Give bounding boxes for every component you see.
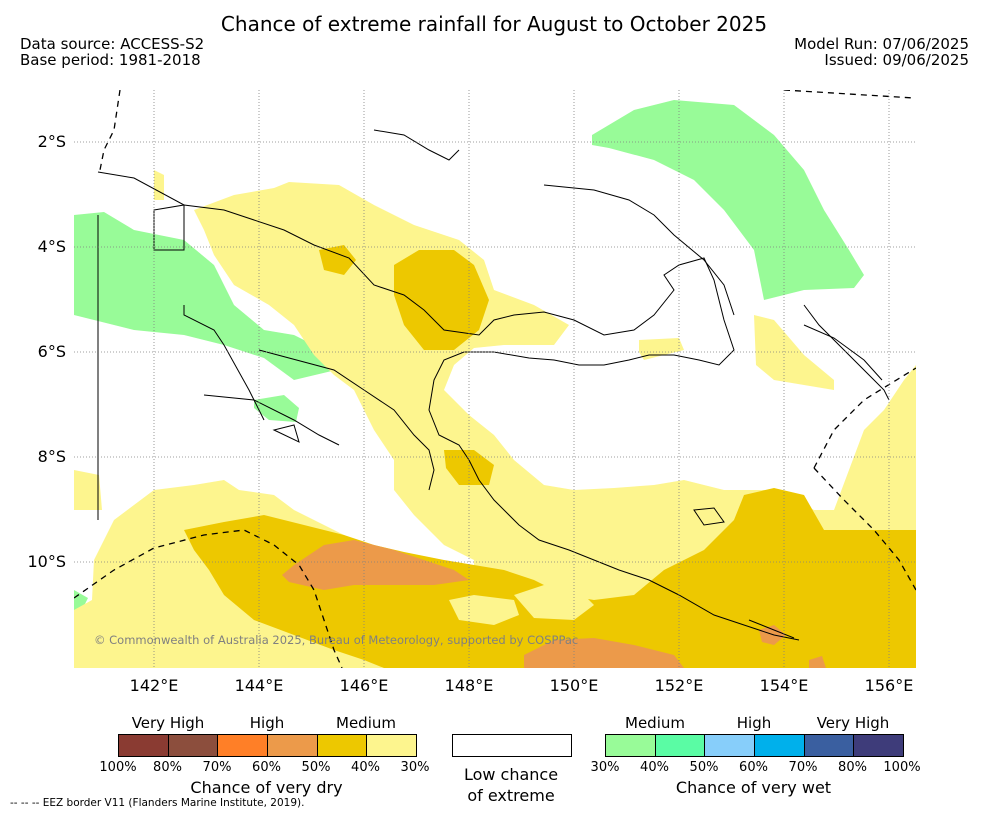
- wet-tick-6: 100%: [883, 760, 921, 775]
- lon-label-150e: 150°E: [549, 676, 599, 695]
- wet-tick-2: 50%: [689, 760, 719, 775]
- wet-swatch-1: [655, 735, 706, 756]
- low-chance-swatch: [452, 734, 572, 757]
- wet-tick-4: 70%: [788, 760, 818, 775]
- wet-regions: [74, 100, 864, 668]
- low-chance-caption: Low chance of extreme: [440, 764, 582, 806]
- source-info: Data source: ACCESS-S2 Base period: 1981…: [20, 36, 204, 68]
- lon-label-144e: 144°E: [234, 676, 284, 695]
- lat-label-6s: 6°S: [37, 342, 66, 361]
- low-chance-line2: of extreme: [467, 786, 555, 805]
- lon-label-156e: 156°E: [864, 676, 914, 695]
- run-info: Model Run: 07/06/2025 Issued: 09/06/2025: [794, 36, 969, 68]
- dry-tick-2: 70%: [202, 760, 232, 775]
- wet-swatch-2: [705, 735, 756, 756]
- lat-label-10s: 10°S: [27, 552, 66, 571]
- wet-tick-0: 30%: [590, 760, 620, 775]
- rainfall-map: [74, 90, 916, 668]
- model-run: Model Run: 07/06/2025: [794, 35, 969, 53]
- wet-cat-medium: Medium: [625, 714, 685, 732]
- data-source: Data source: ACCESS-S2: [20, 35, 205, 53]
- dry-swatch-1: [168, 735, 219, 756]
- eez-note: -- -- -- EEZ border V11 (Flanders Marine…: [10, 797, 305, 809]
- lat-label-2s: 2°S: [37, 132, 66, 151]
- dry-swatch-5: [367, 735, 417, 756]
- dry-cat-high: High: [249, 714, 285, 732]
- lon-label-146e: 146°E: [339, 676, 389, 695]
- dry-swatch-0: [119, 735, 169, 756]
- low-chance-line1: Low chance: [463, 765, 559, 784]
- eez-borders: [74, 90, 916, 668]
- dry-tick-1: 80%: [153, 760, 182, 775]
- lat-label-4s: 4°S: [37, 237, 66, 256]
- white-gaps: [449, 585, 594, 625]
- wet-tick-1: 40%: [640, 760, 669, 775]
- lon-label-154e: 154°E: [759, 676, 809, 695]
- wet-tick-3: 60%: [739, 760, 768, 775]
- lon-label-152e: 152°E: [654, 676, 704, 695]
- dry-tick-6: 30%: [400, 760, 430, 775]
- wet-tick-5: 80%: [838, 760, 867, 775]
- grid: [74, 90, 916, 668]
- wet-cat-very-high: Very High: [816, 714, 890, 732]
- lon-label-142e: 142°E: [129, 676, 179, 695]
- lon-label-148e: 148°E: [444, 676, 494, 695]
- dry-cat-very-high: Very High: [131, 714, 205, 732]
- dry-swatch-3: [268, 735, 318, 756]
- base-period: Base period: 1981-2018: [20, 51, 201, 69]
- wet-swatch-4: [804, 735, 855, 756]
- wet-swatch-5: [854, 735, 904, 756]
- dry-tick-3: 60%: [252, 760, 281, 775]
- dry-tick-5: 40%: [351, 760, 380, 775]
- copyright-notice: © Commonwealth of Australia 2025, Bureau…: [94, 633, 579, 647]
- dry-caption: Chance of very dry: [190, 778, 343, 797]
- issued-date: Issued: 09/06/2025: [824, 51, 969, 69]
- dry-swatch-4: [317, 735, 368, 756]
- wet-colorbar: [605, 734, 904, 757]
- medium-dry-regions: [184, 245, 916, 668]
- wet-cat-high: High: [736, 714, 772, 732]
- coastlines: [97, 129, 890, 641]
- lat-label-8s: 8°S: [37, 447, 66, 466]
- dry-colorbar: [118, 734, 417, 757]
- wet-swatch-3: [755, 735, 805, 756]
- chart-title: Chance of extreme rainfall for August to…: [220, 12, 768, 36]
- wet-caption: Chance of very wet: [675, 778, 832, 797]
- dry-cat-medium: Medium: [336, 714, 396, 732]
- dry-tick-0: 100%: [99, 760, 137, 775]
- wet-swatch-0: [606, 735, 656, 756]
- dry-tick-4: 50%: [301, 760, 331, 775]
- dry-swatch-2: [218, 735, 269, 756]
